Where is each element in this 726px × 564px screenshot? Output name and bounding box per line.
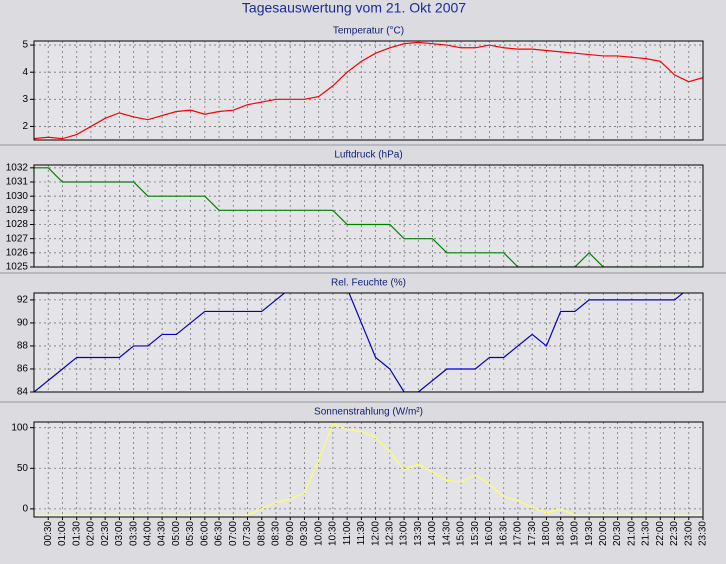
x-tick-label: 10:30 bbox=[328, 521, 339, 546]
x-tick-label: 12:30 bbox=[384, 521, 395, 546]
plot-frame bbox=[33, 421, 704, 518]
y-tick-label: 100 bbox=[11, 422, 28, 433]
y-tick-label: 84 bbox=[17, 387, 29, 398]
x-tick-label: 06:00 bbox=[199, 521, 210, 546]
plot-frame bbox=[33, 40, 704, 141]
x-tick-label: 08:30 bbox=[271, 521, 282, 546]
x-tick-label: 23:30 bbox=[698, 521, 709, 546]
x-tick-label: 05:00 bbox=[171, 521, 182, 546]
x-tick-label: 10:00 bbox=[313, 521, 324, 546]
x-tick-label: 13:00 bbox=[399, 521, 410, 546]
x-tick-label: 16:30 bbox=[498, 521, 509, 546]
x-tick-label: 03:00 bbox=[114, 521, 125, 546]
x-tick-label: 17:00 bbox=[513, 521, 524, 546]
y-tick-label: 1028 bbox=[6, 219, 29, 230]
main-title: Tagesauswertung vom 21. Okt 2007 bbox=[242, 0, 466, 16]
x-tick-label: 14:00 bbox=[427, 521, 438, 546]
x-tick-label: 12:00 bbox=[370, 521, 381, 546]
x-tick-label: 11:30 bbox=[356, 521, 367, 546]
data-line bbox=[34, 41, 703, 140]
x-tick-label: 14:30 bbox=[441, 521, 452, 546]
y-tick-label: 5 bbox=[22, 40, 28, 51]
x-tick-label: 16:00 bbox=[484, 521, 495, 546]
panel-title: Sonnenstrahlung (W/m²) bbox=[314, 407, 423, 418]
x-tick-label: 08:00 bbox=[256, 521, 267, 546]
x-tick-label: 04:30 bbox=[157, 521, 168, 546]
x-tick-label: 09:30 bbox=[299, 521, 310, 546]
x-tick-label: 01:30 bbox=[71, 521, 82, 546]
y-tick-label: 1031 bbox=[6, 177, 29, 188]
plot-area bbox=[34, 293, 703, 392]
x-tick-label: 04:00 bbox=[143, 521, 154, 546]
panel-title: Rel. Feuchte (%) bbox=[331, 278, 406, 289]
y-tick-label: 1029 bbox=[6, 205, 29, 216]
y-tick-label: 2 bbox=[22, 121, 28, 132]
y-tick-label: 1030 bbox=[6, 191, 29, 202]
y-tick-label: 4 bbox=[22, 67, 28, 78]
x-tick-label: 07:00 bbox=[228, 521, 239, 546]
y-tick-label: 1032 bbox=[6, 162, 29, 173]
y-tick-label: 1025 bbox=[6, 262, 29, 273]
x-tick-label: 05:30 bbox=[185, 521, 196, 546]
x-tick-label: 13:30 bbox=[413, 521, 424, 546]
data-line bbox=[34, 293, 685, 392]
x-tick-label: 20:30 bbox=[612, 521, 623, 546]
x-tick-label: 20:00 bbox=[598, 521, 609, 546]
x-tick-label: 02:30 bbox=[100, 521, 111, 546]
x-tick-label: 17:30 bbox=[527, 521, 538, 546]
x-tick-label: 18:00 bbox=[541, 521, 552, 546]
x-tick-label: 22:00 bbox=[655, 521, 666, 546]
x-tick-label: 19:30 bbox=[584, 521, 595, 546]
plot-area bbox=[34, 422, 703, 517]
plot-area bbox=[34, 165, 703, 267]
x-tick-label: 23:00 bbox=[683, 521, 694, 546]
data-line bbox=[34, 167, 703, 267]
plot-frame bbox=[33, 292, 704, 393]
y-tick-label: 92 bbox=[17, 295, 29, 306]
y-tick-label: 0 bbox=[22, 504, 28, 515]
x-tick-label: 07:30 bbox=[242, 521, 253, 546]
x-tick-label: 09:00 bbox=[285, 521, 296, 546]
x-tick-label: 18:30 bbox=[555, 521, 566, 546]
y-tick-label: 1027 bbox=[6, 233, 29, 244]
x-tick-label: 15:00 bbox=[456, 521, 467, 546]
x-tick-label: 21:30 bbox=[641, 521, 652, 546]
x-tick-label: 02:00 bbox=[86, 521, 97, 546]
x-tick-label: 21:00 bbox=[626, 521, 637, 546]
x-tick-label: 11:00 bbox=[342, 521, 353, 546]
y-tick-label: 3 bbox=[22, 94, 28, 105]
panel-title: Luftdruck (hPa) bbox=[334, 150, 402, 161]
y-tick-label: 86 bbox=[17, 364, 29, 375]
x-tick-label: 06:30 bbox=[214, 521, 225, 546]
x-tick-label: 19:00 bbox=[570, 521, 581, 546]
panel-title: Temperatur (°C) bbox=[333, 26, 404, 37]
y-tick-label: 88 bbox=[17, 341, 29, 352]
x-tick-label: 15:30 bbox=[470, 521, 481, 546]
x-tick-label: 03:30 bbox=[128, 521, 139, 546]
x-tick-label: 01:00 bbox=[57, 521, 68, 546]
x-tick-label: 00:30 bbox=[43, 521, 54, 546]
y-tick-label: 90 bbox=[17, 318, 29, 329]
plot-frame bbox=[33, 164, 704, 268]
x-tick-label: 22:30 bbox=[669, 521, 680, 546]
y-tick-label: 1026 bbox=[6, 247, 29, 258]
y-tick-label: 50 bbox=[17, 463, 29, 474]
data-line bbox=[34, 422, 703, 516]
